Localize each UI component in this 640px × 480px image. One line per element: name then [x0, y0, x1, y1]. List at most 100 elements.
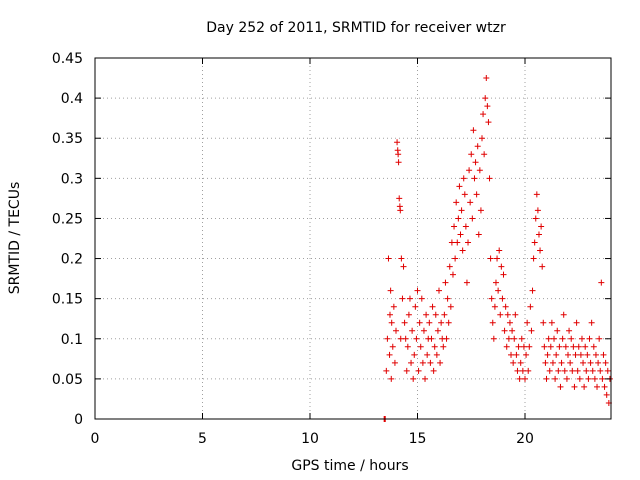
data-point	[447, 303, 454, 310]
data-point	[444, 295, 451, 302]
data-point	[551, 335, 558, 342]
data-point	[432, 311, 439, 318]
data-point	[460, 175, 467, 182]
data-point	[463, 279, 470, 286]
data-point	[528, 327, 535, 334]
data-point	[529, 287, 536, 294]
data-point	[465, 239, 472, 246]
data-point	[503, 343, 510, 350]
y-tick-label: 0.05	[52, 372, 83, 388]
data-point	[511, 335, 518, 342]
x-tick-label: 0	[91, 431, 100, 447]
data-point	[518, 335, 525, 342]
data-point	[539, 263, 546, 270]
data-point	[532, 215, 539, 222]
data-point	[406, 295, 413, 302]
data-point	[519, 367, 526, 374]
data-point	[574, 367, 581, 374]
data-point	[561, 367, 568, 374]
data-point	[486, 175, 493, 182]
chart-title: Day 252 of 2011, SRMTID for receiver wtz…	[206, 20, 506, 36]
data-point	[427, 359, 434, 366]
data-point	[413, 335, 420, 342]
data-point	[565, 351, 571, 358]
data-point	[553, 351, 560, 358]
data-point	[490, 335, 497, 342]
data-point	[411, 351, 418, 358]
data-point	[415, 367, 422, 374]
data-point	[410, 375, 417, 382]
data-point	[481, 151, 488, 158]
data-point	[396, 195, 403, 202]
data-point	[543, 375, 550, 382]
data-point	[496, 247, 503, 254]
data-point	[555, 367, 562, 374]
data-point	[452, 255, 459, 262]
data-point	[524, 319, 531, 326]
data-point	[597, 367, 604, 374]
data-point	[534, 207, 541, 214]
data-point	[402, 335, 409, 342]
data-point	[395, 151, 402, 158]
data-point	[556, 343, 563, 350]
data-point	[505, 335, 512, 342]
data-point	[569, 367, 576, 374]
data-point	[515, 343, 522, 350]
y-tick-label: 0.45	[52, 51, 83, 67]
data-point	[472, 159, 479, 166]
data-point	[491, 303, 498, 310]
data-point	[386, 311, 393, 318]
data-point	[461, 191, 468, 198]
data-point	[426, 319, 433, 326]
data-point	[573, 319, 580, 326]
data-point	[600, 351, 607, 358]
data-point	[562, 343, 569, 350]
data-point	[570, 343, 577, 350]
data-point	[412, 303, 419, 310]
data-point	[502, 303, 509, 310]
data-point	[585, 375, 592, 382]
data-point	[434, 327, 441, 334]
data-point	[516, 375, 523, 382]
data-point	[384, 335, 391, 342]
data-point	[513, 351, 520, 358]
data-point	[488, 295, 495, 302]
data-point	[448, 239, 455, 246]
data-point	[408, 359, 415, 366]
data-point	[445, 319, 452, 326]
data-point	[540, 319, 547, 326]
data-point	[547, 343, 554, 350]
data-point	[487, 255, 494, 262]
data-point	[583, 367, 590, 374]
data-point	[504, 311, 511, 318]
data-point	[403, 367, 410, 374]
data-point	[522, 375, 528, 382]
data-point	[558, 359, 565, 366]
data-point	[414, 287, 421, 294]
data-point	[557, 383, 564, 390]
data-point	[581, 383, 588, 390]
data-point	[541, 343, 548, 350]
data-point	[578, 335, 585, 342]
data-point	[554, 327, 561, 334]
data-point	[387, 287, 394, 294]
data-point	[509, 327, 516, 334]
data-point	[404, 343, 411, 350]
data-point	[602, 359, 609, 366]
data-point	[474, 143, 481, 150]
plot-frame	[94, 57, 612, 420]
data-point	[533, 191, 540, 198]
data-point	[577, 351, 584, 358]
data-point	[576, 375, 583, 382]
data-point	[409, 327, 416, 334]
data-point	[571, 383, 578, 390]
data-point	[590, 343, 597, 350]
data-point	[470, 127, 477, 134]
data-point	[592, 351, 599, 358]
data-point	[394, 139, 401, 146]
data-point	[517, 359, 524, 366]
data-point	[473, 191, 480, 198]
data-point	[596, 335, 603, 342]
data-point	[424, 351, 431, 358]
data-point	[523, 351, 530, 358]
